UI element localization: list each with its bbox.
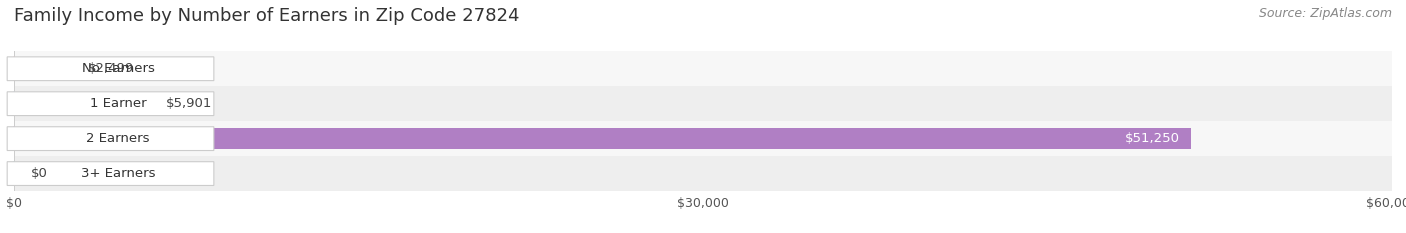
Bar xyxy=(14,121,1392,156)
Text: Source: ZipAtlas.com: Source: ZipAtlas.com xyxy=(1258,7,1392,20)
Bar xyxy=(14,156,1392,191)
Text: $2,499: $2,499 xyxy=(89,62,134,75)
Text: 1 Earner: 1 Earner xyxy=(90,97,146,110)
Bar xyxy=(14,93,149,115)
Text: $51,250: $51,250 xyxy=(1125,132,1180,145)
FancyBboxPatch shape xyxy=(7,162,214,185)
Text: $5,901: $5,901 xyxy=(166,97,212,110)
Text: $0: $0 xyxy=(31,167,48,180)
Bar xyxy=(14,86,1392,121)
Text: 3+ Earners: 3+ Earners xyxy=(80,167,155,180)
Bar xyxy=(14,51,1392,86)
Text: 2 Earners: 2 Earners xyxy=(86,132,149,145)
Text: No Earners: No Earners xyxy=(82,62,155,75)
FancyBboxPatch shape xyxy=(7,57,214,81)
Bar xyxy=(14,128,1191,150)
FancyBboxPatch shape xyxy=(7,127,214,151)
FancyBboxPatch shape xyxy=(7,92,214,116)
Text: Family Income by Number of Earners in Zip Code 27824: Family Income by Number of Earners in Zi… xyxy=(14,7,520,25)
Bar xyxy=(14,58,72,80)
